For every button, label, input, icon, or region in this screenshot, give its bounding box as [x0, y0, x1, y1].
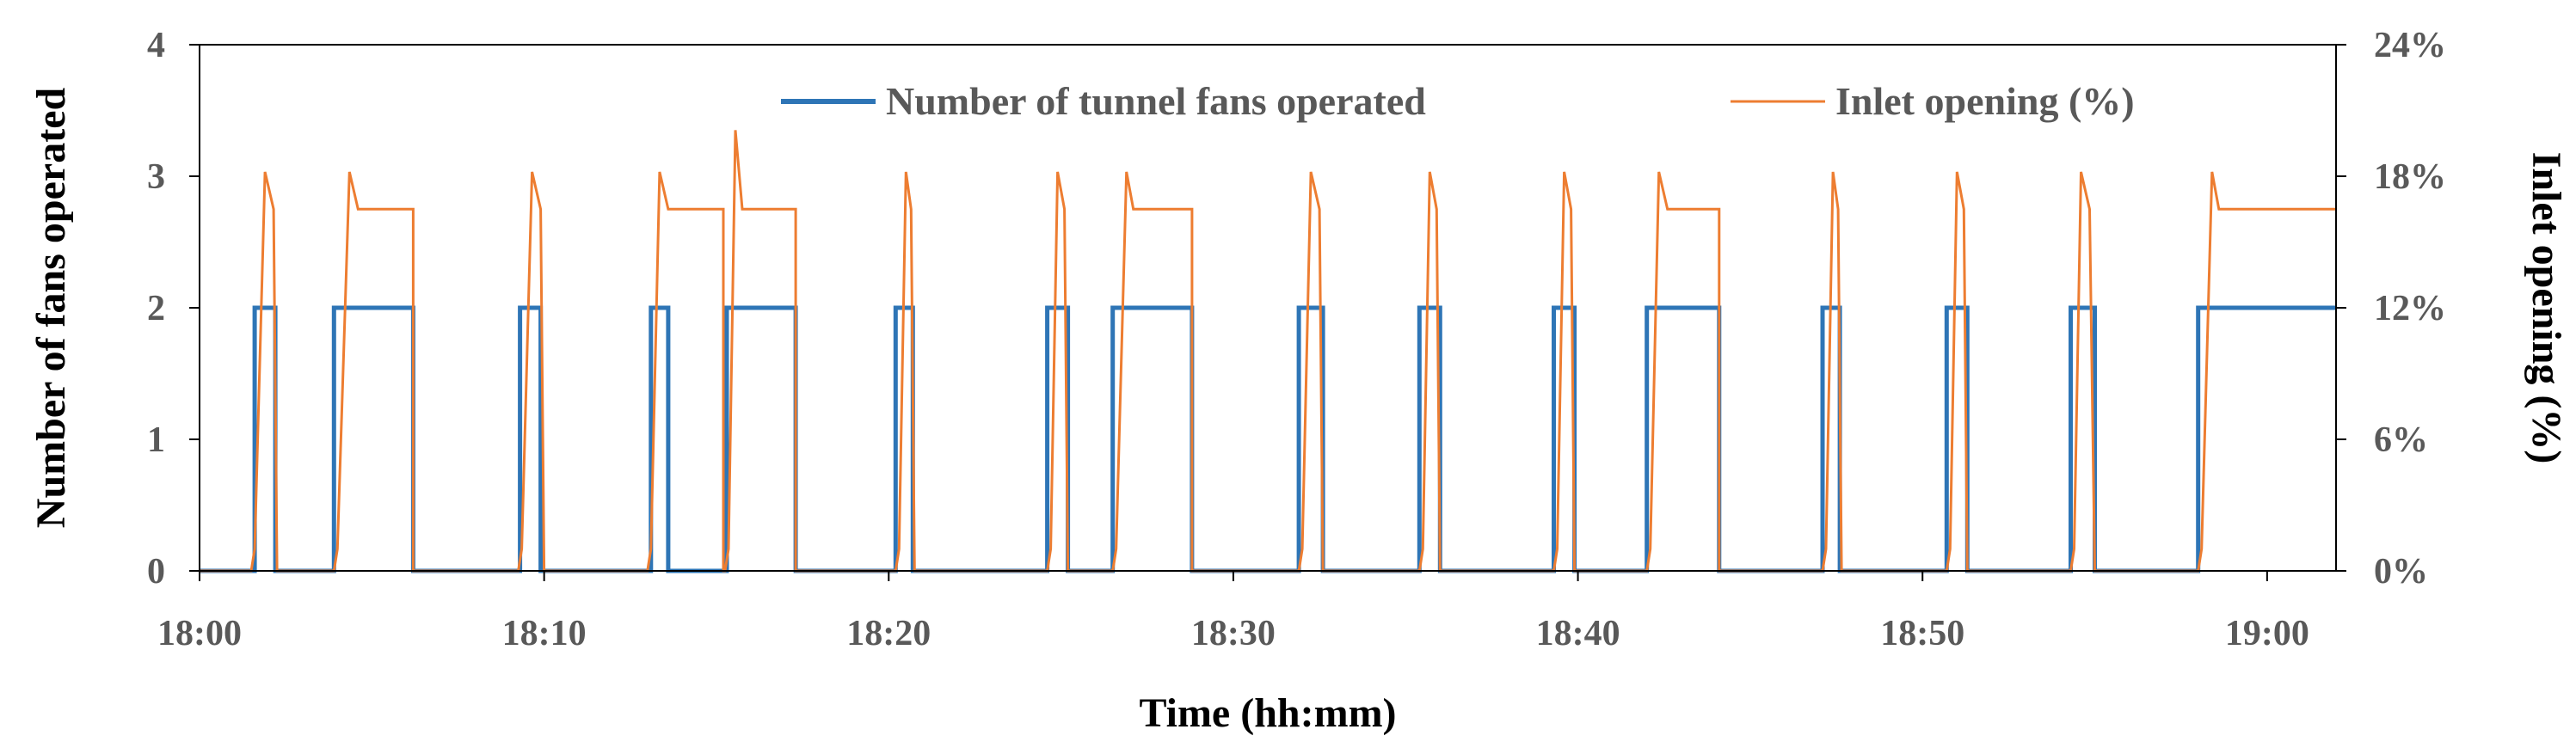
y-left-tick-label: 0: [147, 552, 165, 592]
y-axis-left-title: Number of fans operated: [28, 87, 74, 528]
x-tick-label: 18:50: [1880, 614, 1964, 653]
legend-label-fans: Number of tunnel fans operated: [886, 79, 1426, 123]
y-right-tick-label: 24%: [2374, 26, 2446, 65]
y-left-tick-label: 3: [147, 157, 165, 197]
legend: Number of tunnel fans operated Inlet ope…: [781, 79, 2135, 123]
x-tick-label: 18:30: [1191, 614, 1276, 653]
y-axis-right-title: Inlet opening (%): [2524, 152, 2569, 464]
x-tick-label: 19:00: [2225, 614, 2309, 653]
x-tick-label: 18:20: [846, 614, 931, 653]
x-tick-label: 18:40: [1536, 614, 1620, 653]
tick-layer: 0 1 2 3 4 0% 6% 12% 18% 24% 18:00 18:10 18:20 18:30 18…: [147, 26, 2446, 653]
x-tick-label: 18:00: [157, 614, 242, 653]
y-left-tick-label: 2: [147, 289, 165, 328]
y-right-tick-label: 12%: [2374, 289, 2446, 328]
x-tick-label: 18:10: [502, 614, 587, 653]
x-axis-title: Time (hh:mm): [1139, 690, 1396, 736]
y-right-tick-label: 0%: [2374, 552, 2428, 592]
y-right-tick-label: 6%: [2374, 420, 2428, 460]
legend-label-inlet: Inlet opening (%): [1835, 79, 2135, 123]
y-right-tick-label: 18%: [2374, 157, 2446, 197]
y-left-tick-label: 4: [147, 26, 165, 65]
y-left-tick-label: 1: [147, 420, 165, 460]
